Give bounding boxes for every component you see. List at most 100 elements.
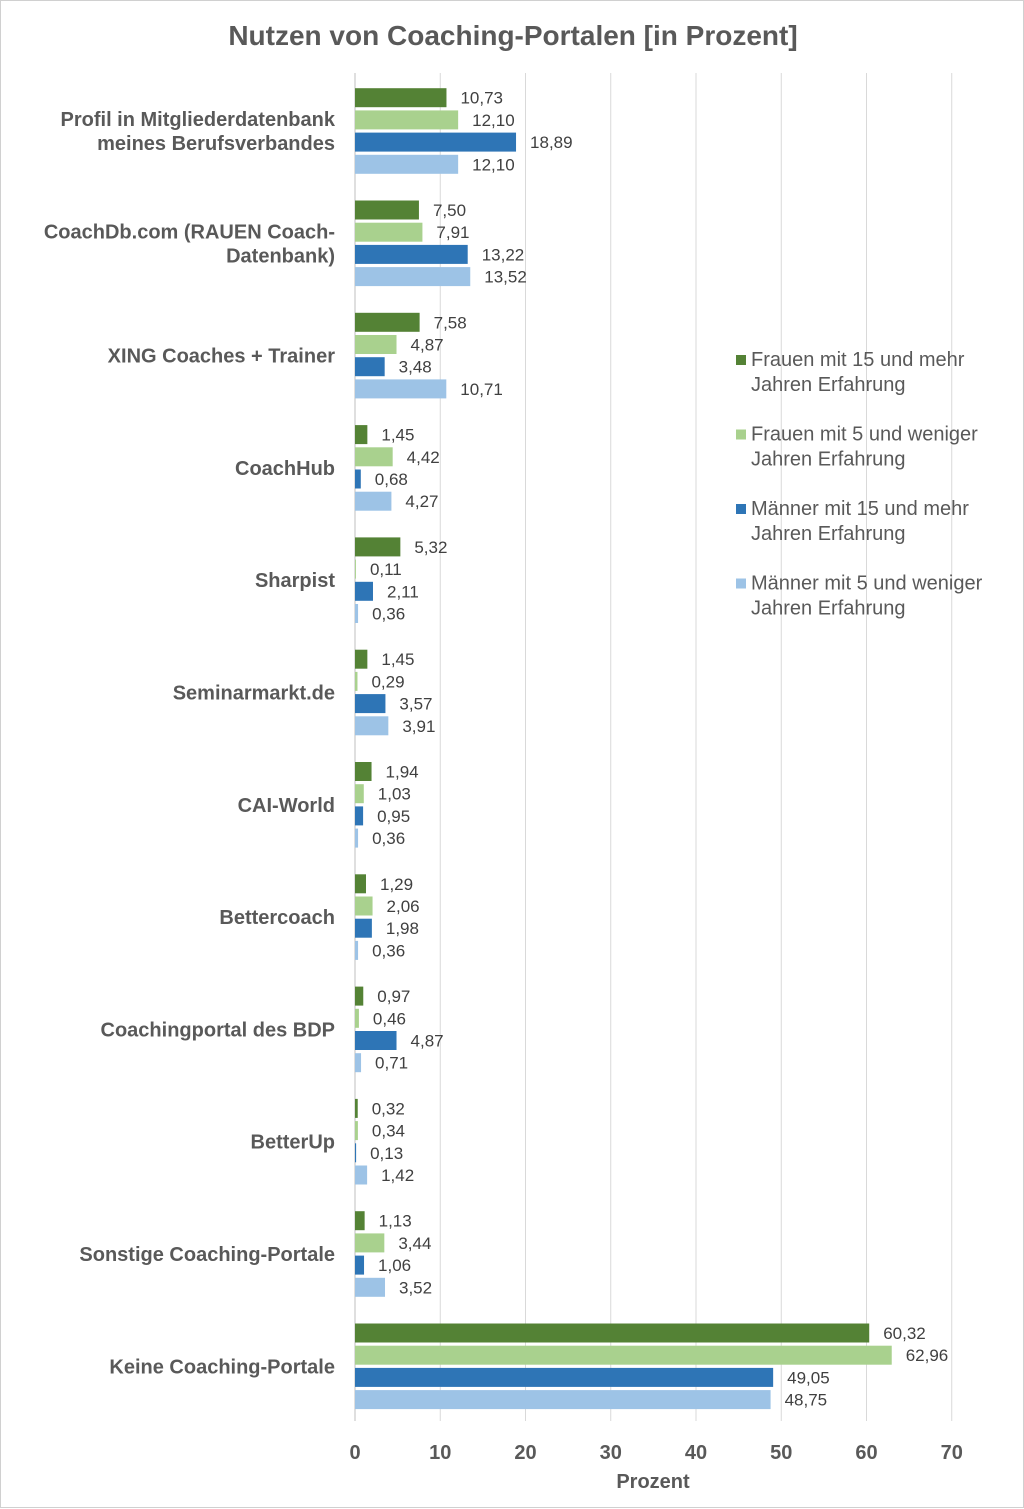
data-label: 0,36	[372, 605, 405, 624]
bar	[355, 762, 372, 781]
bar	[355, 1165, 368, 1185]
data-label: 3,57	[399, 695, 432, 714]
bar	[355, 447, 393, 467]
data-label: 1,45	[381, 650, 414, 669]
x-tick-label: 10	[429, 1442, 451, 1464]
bar	[355, 1277, 386, 1297]
bar	[355, 1098, 358, 1118]
bar	[355, 784, 364, 804]
bar	[355, 110, 459, 130]
category-label: XING Coaches + Trainer	[108, 346, 336, 368]
data-labels: 10,73 12,10 18,89 12,10 7,50 7,91 13,22 13,52 7,…	[370, 89, 948, 1410]
legend-entry: Männer mit 5 und weniger Jahren Erfahrung	[751, 573, 983, 620]
data-label: 1,29	[380, 875, 413, 894]
bar	[355, 1053, 362, 1073]
gridlines	[354, 73, 953, 1421]
category-label: Seminarmarkt.de	[173, 683, 335, 705]
legend: Frauen mit 15 und mehr Jahren Erfahrung Fr…	[736, 349, 983, 620]
data-label: 12,10	[472, 111, 515, 130]
bar	[355, 312, 420, 332]
x-axis-ticks: 0 10 20 30 40 50 60 70	[349, 1442, 962, 1464]
category-label: Keine Coaching-Portale	[109, 1356, 335, 1378]
bar	[355, 222, 423, 242]
category-label: Coachingportal des BDP	[101, 1019, 335, 1041]
data-label: 0,97	[377, 987, 410, 1006]
data-label: 13,22	[482, 245, 525, 264]
data-label: 3,52	[399, 1278, 432, 1297]
category-label: BetterUp	[251, 1132, 335, 1154]
data-label: 1,98	[386, 919, 419, 938]
category-labels: Profil in Mitgliederdatenbank meines Beru…	[44, 109, 336, 1378]
bar	[355, 671, 358, 691]
bar	[355, 1121, 358, 1141]
x-tick-label: 30	[600, 1442, 622, 1464]
category-label: Bettercoach	[219, 907, 335, 929]
data-label: 49,05	[787, 1368, 830, 1387]
bar	[355, 132, 517, 152]
legend-swatch	[736, 504, 746, 514]
bar	[355, 716, 389, 736]
data-label: 0,13	[370, 1144, 403, 1163]
bar	[355, 1233, 385, 1253]
bar	[355, 874, 366, 894]
data-label: 0,68	[375, 470, 408, 489]
data-label: 1,94	[386, 763, 419, 782]
bar	[355, 1390, 771, 1410]
bar	[355, 1031, 397, 1050]
bar	[355, 806, 364, 826]
bar	[355, 986, 364, 1006]
category-label: Sonstige Coaching-Portale	[79, 1244, 335, 1266]
bar	[355, 335, 397, 354]
legend-entry: Männer mit 15 und mehr Jahren Erfahrung	[751, 498, 969, 545]
bar	[355, 88, 447, 108]
bar	[355, 357, 385, 377]
data-label: 0,95	[377, 807, 410, 826]
data-label: 2,11	[387, 582, 419, 601]
data-label: 5,32	[414, 538, 447, 557]
legend-swatch	[736, 578, 746, 589]
bar	[355, 940, 359, 960]
category-label: Profil in Mitgliederdatenbank meines Beru…	[61, 109, 336, 155]
data-label: 0,36	[372, 941, 405, 960]
data-label: 0,29	[371, 672, 404, 691]
category-label: CoachDb.com (RAUEN Coach-Datenbank)	[44, 221, 335, 267]
bar	[355, 379, 447, 399]
bar	[355, 896, 373, 916]
bar	[355, 581, 373, 601]
bar	[355, 1211, 365, 1231]
data-label: 48,75	[785, 1391, 828, 1410]
bar	[355, 469, 361, 489]
data-label: 10,73	[460, 89, 503, 108]
bar	[355, 559, 356, 579]
data-label: 3,91	[402, 717, 435, 736]
data-label: 0,46	[373, 1009, 406, 1028]
bar	[355, 200, 419, 220]
bar	[355, 1367, 774, 1387]
bar	[355, 1345, 892, 1365]
data-label: 1,03	[378, 785, 411, 804]
data-label: 4,27	[405, 492, 438, 511]
bar	[355, 1323, 870, 1343]
x-tick-label: 40	[685, 1442, 707, 1464]
x-tick-label: 60	[855, 1442, 877, 1464]
x-axis-title: Prozent	[616, 1471, 690, 1493]
data-label: 60,32	[883, 1324, 926, 1343]
data-label: 0,11	[370, 560, 402, 579]
data-label: 13,52	[484, 268, 527, 287]
x-tick-label: 50	[770, 1442, 792, 1464]
x-tick-label: 70	[941, 1442, 963, 1464]
category-label: Sharpist	[255, 570, 335, 592]
data-label: 18,89	[530, 133, 573, 152]
data-label: 1,42	[381, 1166, 414, 1185]
bar	[355, 649, 368, 669]
data-label: 0,71	[375, 1054, 408, 1073]
data-label: 2,06	[387, 897, 420, 916]
category-label: CoachHub	[235, 458, 335, 480]
bar	[355, 267, 471, 287]
data-label: 0,32	[372, 1099, 405, 1118]
x-tick-label: 20	[514, 1442, 536, 1464]
data-label: 0,36	[372, 829, 405, 848]
data-label: 1,06	[378, 1256, 411, 1275]
bar	[355, 425, 368, 445]
legend-swatch	[736, 429, 746, 440]
